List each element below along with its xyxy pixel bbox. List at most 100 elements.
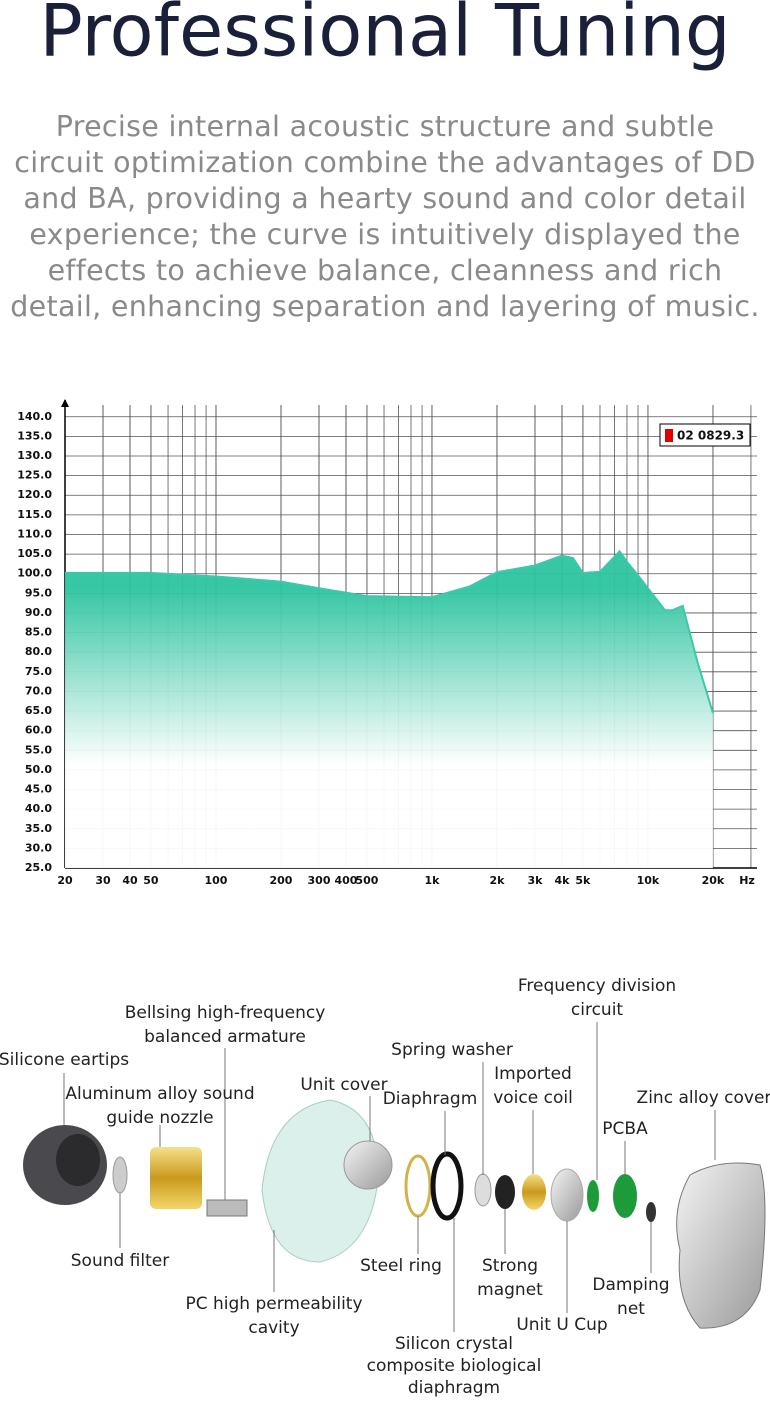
x-tick-label: 50 [143,874,159,887]
part-label: Bellsing high-frequency [125,1003,326,1023]
part-label: Frequency division [518,976,676,996]
y-tick-label: 105.0 [17,547,52,560]
x-tick-label: 20k [702,874,725,887]
part-label: Silicon crystal [395,1334,513,1354]
part-label: net [617,1299,645,1319]
unit-cover [343,1140,393,1190]
paragraph-line: experience; the curve is intuitively dis… [29,218,740,251]
x-axis-label: Hz [739,874,755,887]
legend-swatch [665,429,673,442]
y-tick-label: 40.0 [25,802,52,815]
part-label: diaphragm [408,1378,500,1398]
paragraph: Precise internal acoustic structure and … [10,110,759,323]
part-label: guide nozzle [106,1108,213,1128]
voice-coil [522,1174,546,1210]
y-tick-label: 35.0 [25,822,52,835]
part-label: Sound filter [71,1251,169,1271]
x-tick-label: 3k [527,874,543,887]
part-label: Silicone eartips [0,1050,129,1070]
x-tick-label: 2k [489,874,505,887]
y-tick-label: 125.0 [17,469,52,482]
x-tick-label: 4k [554,874,570,887]
y-tick-label: 75.0 [25,665,52,678]
x-tick-label: 20 [57,874,73,887]
exploded-diagram [23,1022,766,1332]
part-label: voice coil [493,1088,573,1108]
y-tick-label: 95.0 [25,586,52,599]
part-label: PC high permeability [185,1294,362,1314]
diaphragm [430,1151,464,1221]
spring-washer [474,1173,492,1207]
chart: 25.0 30.0 35.0 40.0 45.0 50.0 55.0 60.0 65.0 70.0… [17,399,757,887]
paragraph-line: circuit optimization combine the advanta… [14,146,756,179]
steel-ring [404,1154,432,1218]
damping-net [646,1202,656,1222]
paragraph-line: Precise internal acoustic structure and … [56,110,715,143]
paragraph-line: effects to achieve balance, cleanness an… [48,254,723,287]
y-tick-label: 140.0 [17,410,52,423]
y-tick-label: 130.0 [17,449,52,462]
x-tick-label: 400 [335,874,358,887]
y-tick-label: 30.0 [25,841,52,854]
part-label: Unit cover [300,1075,387,1095]
pcba [613,1174,637,1218]
eartip-hole [56,1134,100,1186]
x-tick-label: 40 [122,874,138,887]
y-tick-label: 85.0 [25,626,52,639]
y-tick-label: 110.0 [17,527,52,540]
y-tick-label: 100.0 [17,567,52,580]
x-tick-label: 5k [575,874,591,887]
part-label: Aluminum alloy sound [65,1084,254,1104]
x-tick-label: 10k [637,874,660,887]
part-label: Strong [482,1256,538,1276]
part-label: balanced armature [144,1027,306,1047]
zinc-cover [676,1162,766,1329]
sound-filter [112,1156,128,1194]
area [65,551,713,868]
y-tick-label: 80.0 [25,645,52,658]
part-labels: Silicone eartips Bellsing high-frequency b… [0,976,770,1398]
nozzle [150,1147,202,1209]
division-circuit [587,1180,599,1212]
y-tick-label: 45.0 [25,783,52,796]
x-tick-label: 300 [308,874,331,887]
x-tick-label: 1k [424,874,440,887]
part-label: Diaphragm [383,1089,478,1109]
part-label: Unit U Cup [516,1315,607,1335]
y-tick-label: 25.0 [25,861,52,874]
y-tick-label: 70.0 [25,684,52,697]
part-label: circuit [571,1000,624,1020]
axis-arrow [61,399,69,407]
part-label: Zinc alloy cover [637,1088,770,1108]
magnet [495,1175,515,1209]
x-tick-label: 500 [355,874,378,887]
legend-label: 02 0829.3 [677,429,744,443]
paragraph-line: detail, enhancing separation and layerin… [10,290,759,323]
part-label: Damping [592,1275,669,1295]
x-tick-label: 30 [95,874,111,887]
title: Professional Tuning [39,0,730,73]
part-label: Steel ring [360,1256,442,1276]
u-cup [550,1168,584,1222]
y-tick-label: 65.0 [25,704,52,717]
y-tick-label: 60.0 [25,724,52,737]
y-tick-label: 120.0 [17,488,52,501]
y-tick-label: 90.0 [25,606,52,619]
x-tick-label: 100 [204,874,227,887]
paragraph-line: and BA, providing a hearty sound and col… [23,182,746,215]
part-label: Imported [494,1064,572,1084]
y-tick-label: 50.0 [25,763,52,776]
y-tick-label: 135.0 [17,429,52,442]
part-label: PCBA [602,1119,648,1139]
y-tick-label: 115.0 [17,508,52,521]
y-tick-label: 55.0 [25,743,52,756]
legend-box [659,423,751,447]
x-tick-label: 200 [269,874,292,887]
armature [206,1199,248,1217]
part-label: magnet [477,1280,543,1300]
line [65,549,714,714]
part-label: composite biological [367,1356,542,1376]
part-label: cavity [248,1318,299,1338]
